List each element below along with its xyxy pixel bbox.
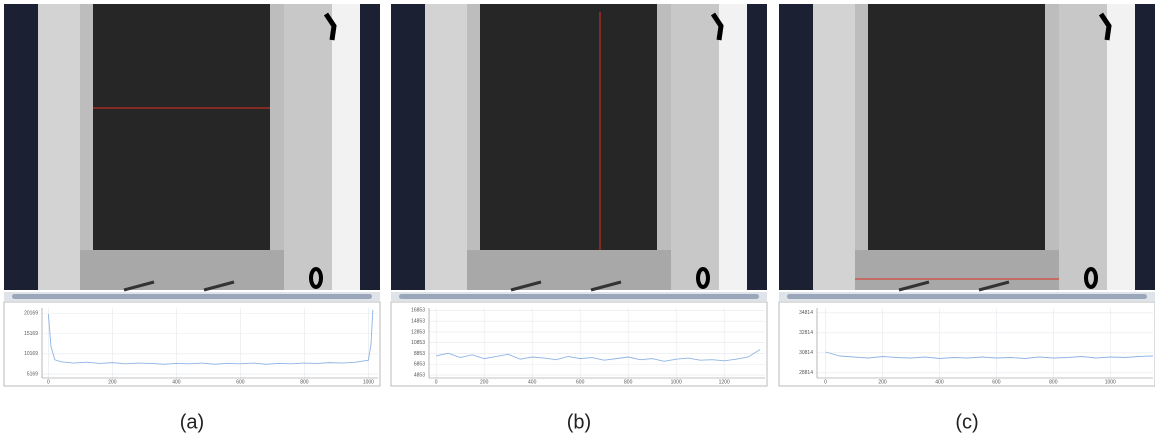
y-tick-label: 10169 bbox=[24, 351, 38, 357]
y-tick-label: 30814 bbox=[799, 350, 813, 356]
chart-bg bbox=[778, 301, 1155, 387]
y-tick-label: 10853 bbox=[411, 340, 425, 346]
y-tick-label: 12853 bbox=[411, 329, 425, 335]
x-tick-label: 200 bbox=[480, 379, 489, 385]
marker bbox=[710, 12, 724, 41]
panel: 5169 10169 15169 20169 0 200 400 600 800 1000 (a) bbox=[3, 4, 381, 433]
y-tick-label: 14853 bbox=[411, 319, 425, 325]
caption: (c) bbox=[955, 411, 978, 433]
clamp bbox=[123, 280, 235, 292]
base bbox=[855, 250, 1059, 290]
chart-bg bbox=[390, 301, 768, 387]
y-tick-label: 34814 bbox=[799, 310, 813, 316]
x-tick-label: 1000 bbox=[363, 379, 374, 385]
panel: 4853 6853 8853 10853 12853 14853 16853 0 200 400 6… bbox=[390, 4, 768, 433]
clamp bbox=[510, 280, 622, 292]
base bbox=[467, 250, 671, 290]
white-strip bbox=[1107, 4, 1135, 290]
marker bbox=[323, 12, 337, 41]
x-tick-label: 400 bbox=[528, 379, 537, 385]
y-tick-label: 20169 bbox=[24, 311, 38, 317]
white-strip bbox=[332, 4, 360, 290]
y-tick-label: 15169 bbox=[24, 331, 38, 337]
x-tick-label: 0 bbox=[824, 379, 827, 385]
clamp bbox=[898, 280, 1010, 292]
sample bbox=[868, 4, 1045, 250]
profile-curve bbox=[436, 349, 761, 362]
panel: 28814 30814 32814 34814 0 200 400 600 800 1000 (c) bbox=[778, 4, 1155, 433]
x-tick-label: 1000 bbox=[671, 379, 682, 385]
y-tick-label: 32814 bbox=[799, 330, 813, 336]
sample bbox=[480, 4, 657, 250]
y-tick-label: 16853 bbox=[411, 308, 425, 314]
right-strip bbox=[284, 4, 332, 290]
y-tick-label: 8853 bbox=[414, 351, 425, 357]
marker bbox=[1098, 12, 1112, 41]
x-tick-label: 600 bbox=[576, 379, 585, 385]
chart-bg bbox=[3, 301, 381, 387]
profile-curve bbox=[47, 309, 374, 365]
x-tick-label: 600 bbox=[236, 379, 245, 385]
caption: (a) bbox=[180, 411, 204, 433]
x-tick-label: 200 bbox=[108, 379, 117, 385]
sample bbox=[93, 4, 270, 250]
y-tick-label: 5169 bbox=[27, 371, 38, 377]
caption: (b) bbox=[567, 411, 591, 433]
scroll-thumb bbox=[12, 294, 372, 299]
y-tick-label: 28814 bbox=[799, 370, 813, 376]
right-strip bbox=[671, 4, 719, 290]
profile-curve bbox=[825, 351, 1154, 359]
scroll-thumb bbox=[399, 294, 759, 299]
base bbox=[80, 250, 284, 290]
y-tick-label: 4853 bbox=[414, 372, 425, 378]
digit-zero bbox=[309, 267, 323, 289]
x-tick-label: 400 bbox=[172, 379, 181, 385]
x-tick-label: 1200 bbox=[719, 379, 730, 385]
x-tick-label: 0 bbox=[47, 379, 50, 385]
white-strip bbox=[719, 4, 747, 290]
x-tick-label: 800 bbox=[624, 379, 633, 385]
right-strip bbox=[1059, 4, 1107, 290]
x-tick-label: 1000 bbox=[1105, 379, 1116, 385]
x-tick-label: 800 bbox=[300, 379, 309, 385]
x-tick-label: 200 bbox=[878, 379, 887, 385]
digit-zero bbox=[696, 267, 710, 289]
x-tick-label: 400 bbox=[935, 379, 944, 385]
x-tick-label: 600 bbox=[992, 379, 1001, 385]
x-tick-label: 800 bbox=[1049, 379, 1058, 385]
digit-zero bbox=[1084, 267, 1098, 289]
scroll-thumb bbox=[787, 294, 1147, 299]
y-tick-label: 6853 bbox=[414, 362, 425, 368]
x-tick-label: 0 bbox=[435, 379, 438, 385]
